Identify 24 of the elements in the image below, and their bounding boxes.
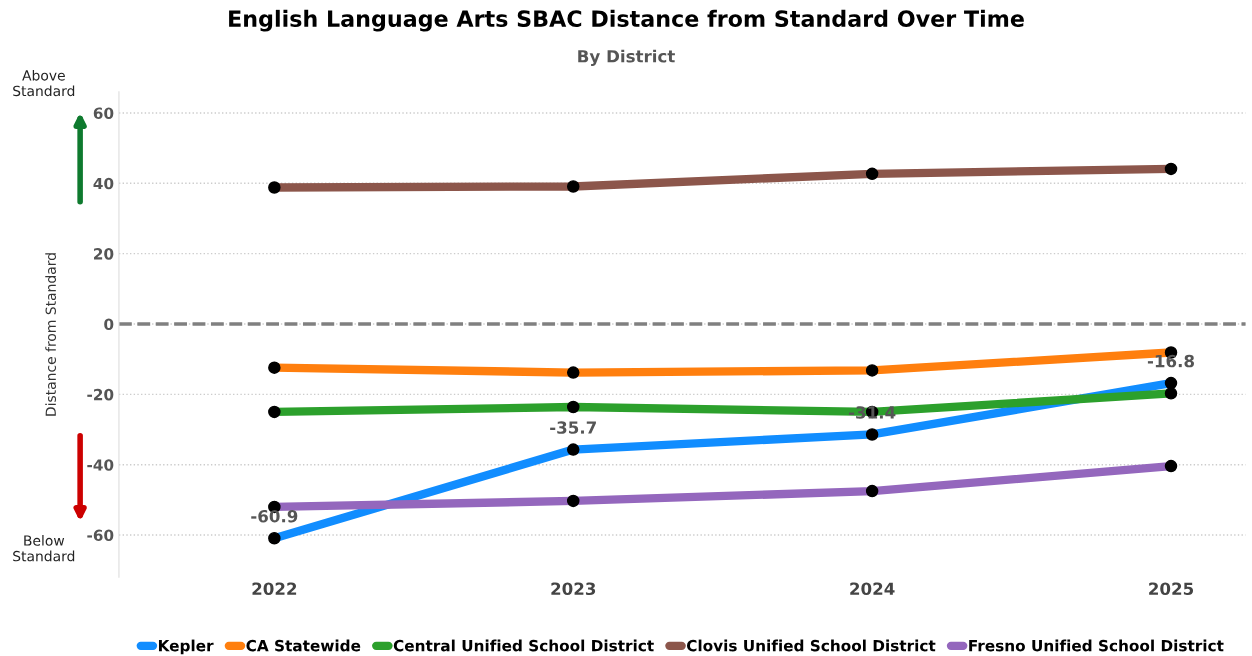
chart-subtitle: By District bbox=[578, 49, 675, 66]
x-tick-label: 2025 bbox=[1149, 582, 1194, 596]
data-label: -16.8 bbox=[1147, 354, 1194, 368]
legend-label: Clovis Unified School District bbox=[686, 639, 936, 652]
y-tick-label: 20 bbox=[94, 248, 114, 260]
legend-label: Fresno Unified School District bbox=[969, 639, 1224, 652]
data-label: -60.9 bbox=[251, 509, 298, 523]
y-tick-label: -40 bbox=[87, 459, 114, 471]
text: Below Standard bbox=[13, 535, 75, 562]
legend-label: Kepler bbox=[158, 639, 214, 655]
y-tick-label: 0 bbox=[104, 318, 114, 331]
chart-title: English Language Arts SBAC Distance from Standard Over Time bbox=[229, 9, 1024, 32]
y-tick-label: 40 bbox=[93, 177, 114, 190]
text: Above Standard bbox=[13, 69, 75, 97]
y-tick-label: -60 bbox=[87, 529, 114, 542]
legend-label: CA Statewide bbox=[246, 639, 361, 652]
x-tick-label: 2022 bbox=[252, 582, 297, 596]
legend-label: Central Unified School District bbox=[393, 639, 654, 652]
x-tick-label: 2023 bbox=[551, 582, 596, 596]
x-tick-label: 2024 bbox=[850, 582, 895, 596]
y-axis-title: Distance from Standard bbox=[45, 253, 57, 416]
y-tick-label: -20 bbox=[87, 388, 114, 401]
data-label: -35.7 bbox=[550, 421, 596, 434]
y-tick-label: 60 bbox=[93, 107, 114, 119]
